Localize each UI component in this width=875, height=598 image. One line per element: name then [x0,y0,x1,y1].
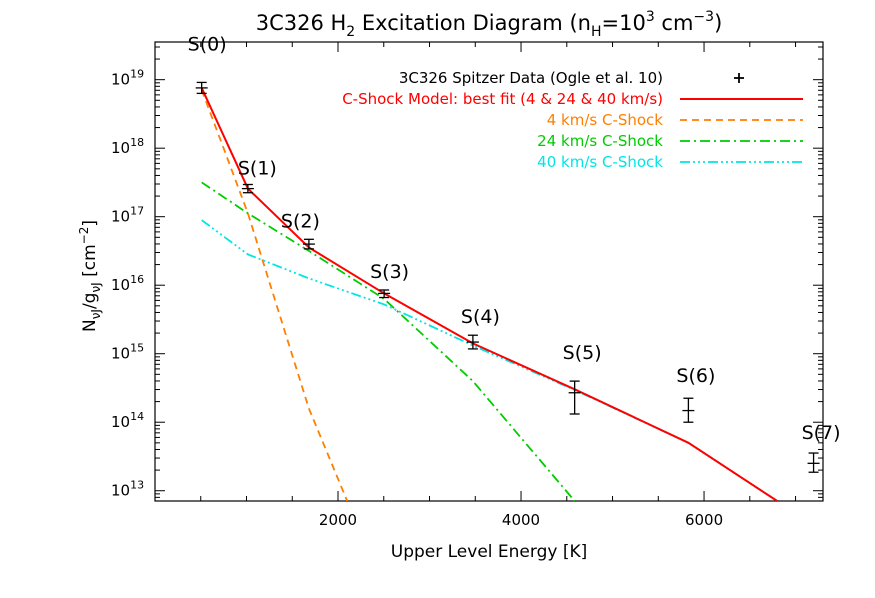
series-line-2 [201,181,576,501]
transition-labels: S(0) S(1) S(2) S(3) S(4) S(5) S(6) S(7) [188,33,841,444]
legend: 3C326 Spitzer Data (Ogle et al. 10) C-Sho… [342,69,803,171]
y-tick-label: 1014 [111,410,144,431]
axis-ticks: 2000 4000 6000 1013 1014 1015 1016 1017 1018 1019 [111,42,823,529]
chart-title: 3C326 H2 Excitation Diagram (nH=103 cm−3… [256,9,723,40]
y-tick-label: 1017 [111,205,144,226]
series-line-0 [200,87,778,501]
x-tick-label: 6000 [685,511,723,529]
legend-label-2: 24 km/s C-Shock [537,132,663,150]
data-points [195,81,820,473]
legend-label-1: 4 km/s C-Shock [547,111,664,129]
transition-label: S(4) [461,306,500,328]
transition-label: S(7) [802,422,841,444]
y-tick-label: 1016 [111,273,144,294]
transition-label: S(3) [370,261,409,283]
series-line-1 [200,89,349,501]
legend-label-3: 40 km/s C-Shock [537,153,663,171]
transition-label: S(6) [676,365,715,387]
transition-label: S(5) [563,342,602,364]
y-axis-label: NνJ/gνJ [cm−2] [77,220,103,332]
transition-label: S(1) [238,157,277,179]
legend-label-data: 3C326 Spitzer Data (Ogle et al. 10) [399,69,663,87]
y-tick-label: 1015 [111,342,144,363]
transition-label: S(2) [281,210,320,232]
y-tick-label: 1013 [111,479,144,500]
y-tick-label: 1018 [111,136,144,157]
legend-label-0: C-Shock Model: best fit (4 & 24 & 40 km/… [342,90,663,108]
x-tick-label: 2000 [319,511,357,529]
x-tick-label: 4000 [502,511,540,529]
x-axis-label: Upper Level Energy [K] [391,542,588,562]
transition-label: S(0) [188,33,227,55]
plot-frame [154,41,824,502]
y-tick-label: 1019 [111,68,144,89]
model-curves [200,87,778,501]
series-line-3 [201,219,778,501]
